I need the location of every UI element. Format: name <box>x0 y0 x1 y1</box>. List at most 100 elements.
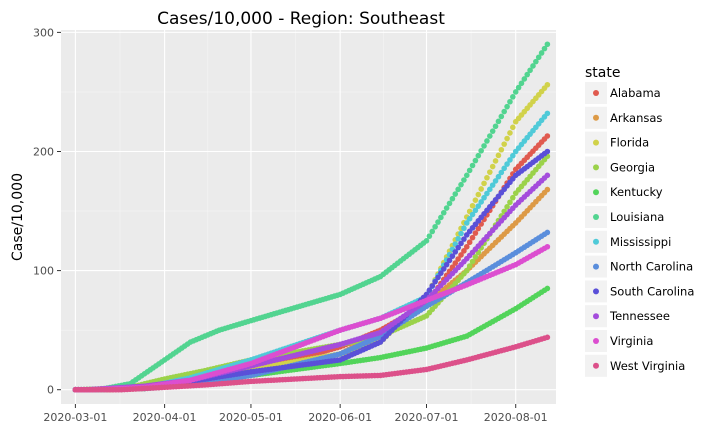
legend-label: Louisiana <box>610 210 664 224</box>
legend-marker <box>593 338 599 344</box>
data-point <box>498 169 505 176</box>
legend-marker <box>593 90 599 96</box>
data-point <box>446 257 453 264</box>
legend: Alabama Arkansas Florida Georgia Kentucky Lou… <box>585 82 694 377</box>
data-point <box>510 152 516 159</box>
data-point <box>435 219 441 225</box>
data-point <box>466 263 473 269</box>
legend-label: Arkansas <box>610 111 662 125</box>
legend-label: Virginia <box>610 334 653 348</box>
data-point <box>466 215 473 222</box>
data-point <box>469 258 476 265</box>
legend-marker <box>593 263 599 270</box>
data-point <box>510 124 516 131</box>
data-point <box>512 89 519 95</box>
data-point <box>449 253 456 259</box>
data-point <box>507 130 513 136</box>
data-point <box>544 186 551 193</box>
data-point <box>463 267 470 274</box>
data-point <box>426 287 433 293</box>
data-point <box>469 202 476 209</box>
legend-marker <box>593 313 599 320</box>
data-point <box>472 230 479 236</box>
data-point <box>501 165 508 172</box>
data-point <box>498 146 505 153</box>
data-point <box>440 209 447 216</box>
data-point <box>495 118 502 125</box>
data-point <box>469 211 476 218</box>
data-point <box>487 133 493 139</box>
data-point <box>504 103 510 110</box>
data-point <box>452 260 459 266</box>
data-point <box>458 230 464 237</box>
data-point <box>501 108 508 115</box>
data-point <box>507 157 513 163</box>
data-point <box>487 169 493 175</box>
legend-marker <box>593 288 599 295</box>
data-point <box>524 71 531 78</box>
data-point <box>472 254 479 260</box>
data-point <box>478 186 484 192</box>
x-tick-label: 2020-05-01 <box>219 411 283 424</box>
data-point <box>507 98 513 105</box>
data-point <box>544 133 551 139</box>
data-point <box>472 207 479 214</box>
data-point <box>495 152 502 159</box>
x-tick-label: 2020-08-01 <box>484 411 548 424</box>
data-point <box>461 236 467 242</box>
data-point <box>426 233 433 239</box>
data-point <box>487 186 493 193</box>
x-tick-label: 2020-07-01 <box>395 411 459 424</box>
data-point <box>501 141 508 147</box>
legend-marker <box>593 362 599 369</box>
data-point <box>438 270 444 276</box>
legend-label: North Carolina <box>610 260 693 274</box>
y-tick-label: 100 <box>33 265 54 278</box>
legend-marker <box>593 214 599 220</box>
data-point <box>446 200 453 207</box>
data-point <box>440 266 447 272</box>
legend-label: Florida <box>610 136 649 150</box>
data-point <box>533 58 539 65</box>
data-point <box>504 204 510 210</box>
data-point <box>495 173 502 180</box>
points-layer <box>72 41 551 393</box>
data-point <box>518 80 525 87</box>
data-point <box>461 225 467 232</box>
data-point <box>504 135 510 142</box>
legend-label: Georgia <box>610 160 655 174</box>
x-tick-label: 2020-04-01 <box>133 411 197 424</box>
data-point <box>481 194 487 201</box>
data-point <box>521 76 528 82</box>
data-point <box>484 174 490 181</box>
data-point <box>443 261 450 268</box>
data-point <box>544 285 551 292</box>
data-point <box>530 63 536 69</box>
data-point <box>510 94 516 100</box>
data-point <box>458 252 464 258</box>
data-point <box>435 274 441 281</box>
data-point <box>527 67 533 74</box>
legend-marker <box>593 114 599 121</box>
data-point <box>455 235 461 242</box>
data-point <box>429 283 436 289</box>
legend-label: Alabama <box>610 86 661 100</box>
data-point <box>432 223 438 230</box>
data-point <box>463 172 470 179</box>
data-point <box>452 191 459 197</box>
data-point <box>538 50 545 56</box>
data-point <box>466 239 473 246</box>
data-point <box>461 177 467 183</box>
data-point <box>481 143 487 149</box>
data-point <box>478 147 484 154</box>
data-point <box>463 220 470 226</box>
data-point <box>492 158 499 164</box>
data-point <box>452 249 459 255</box>
legend-label: Kentucky <box>610 185 663 199</box>
data-point <box>469 234 476 241</box>
data-point <box>463 243 470 250</box>
data-point <box>484 138 490 144</box>
legend-marker <box>593 238 599 245</box>
data-point <box>472 197 479 203</box>
data-point <box>544 229 551 236</box>
